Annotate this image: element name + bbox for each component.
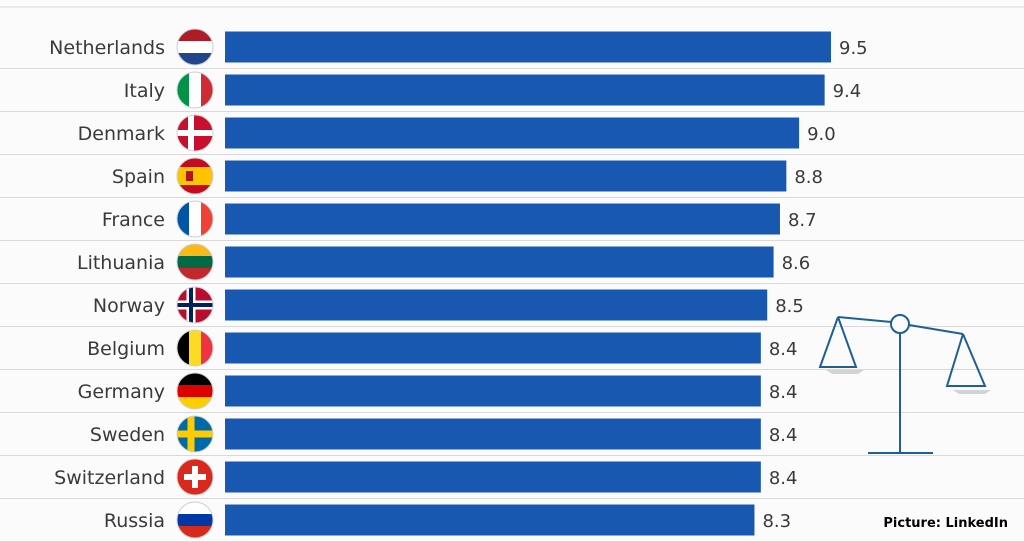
country-label: Sweden [90, 424, 165, 446]
value-label: 8.6 [782, 253, 811, 274]
value-label: 8.4 [769, 425, 798, 446]
value-label: 8.5 [775, 296, 804, 317]
bar [225, 74, 825, 106]
value-label: 8.7 [788, 210, 817, 231]
country-label: Switzerland [54, 467, 165, 489]
flag-spain-icon [176, 157, 214, 195]
bar [225, 289, 768, 321]
chart-row: Lithuania 8.6 [77, 243, 811, 281]
value-label: 8.4 [769, 382, 798, 403]
country-label: Belgium [87, 338, 165, 360]
balance-scale-icon [818, 314, 991, 454]
country-label: France [102, 209, 165, 231]
bar [225, 31, 831, 63]
chart-row: Sweden 8.4 [90, 415, 798, 453]
country-label: Russia [104, 510, 165, 532]
country-label: Italy [124, 80, 165, 102]
chart-row: Italy 9.4 [124, 71, 862, 109]
value-label: 9.5 [839, 38, 868, 59]
chart-row: Norway 8.5 [93, 286, 804, 324]
country-label: Lithuania [77, 252, 165, 274]
value-label: 8.4 [769, 468, 798, 489]
flag-netherlands-icon [176, 28, 214, 66]
chart-rows: Netherlands 9.5 Italy 9.4 Denmark 9.0 Spain 8.8… [49, 28, 868, 539]
flag-italy-icon [176, 71, 214, 109]
flag-denmark-icon [176, 114, 214, 152]
chart-row: France 8.7 [102, 200, 817, 238]
bar [225, 504, 755, 536]
chart-row: Switzerland 8.4 [54, 458, 798, 496]
bar [225, 160, 787, 192]
flag-france-icon [176, 200, 214, 238]
flag-sweden-icon [176, 415, 214, 453]
flag-switzerland-icon [176, 458, 214, 496]
country-label: Germany [78, 381, 165, 403]
value-label: 9.0 [807, 124, 836, 145]
chart-row: Belgium 8.4 [87, 329, 798, 367]
image-credit: Picture: LinkedIn [883, 516, 1008, 531]
chart-row: Spain 8.8 [112, 157, 823, 195]
chart-row: Netherlands 9.5 [49, 28, 868, 66]
bar [225, 418, 761, 450]
bar [225, 246, 774, 278]
flag-germany-icon [176, 372, 214, 410]
bar [225, 332, 761, 364]
country-label: Netherlands [49, 37, 165, 59]
country-label: Denmark [78, 123, 165, 145]
value-label: 9.4 [833, 81, 862, 102]
value-label: 8.3 [762, 511, 791, 532]
country-label: Spain [112, 166, 165, 188]
bar [225, 461, 761, 493]
bar [225, 375, 761, 407]
chart-row: Russia 8.3 [104, 501, 791, 539]
bar [225, 203, 780, 235]
flag-russia-icon [176, 501, 214, 539]
chart-row: Germany 8.4 [78, 372, 798, 410]
value-label: 8.8 [794, 167, 823, 188]
value-label: 8.4 [769, 339, 798, 360]
flag-belgium-icon [176, 329, 214, 367]
chart-row: Denmark 9.0 [78, 114, 836, 152]
bar [225, 117, 800, 149]
flag-norway-icon [176, 286, 214, 324]
country-label: Norway [93, 295, 165, 317]
flag-lithuania-icon [176, 243, 214, 281]
